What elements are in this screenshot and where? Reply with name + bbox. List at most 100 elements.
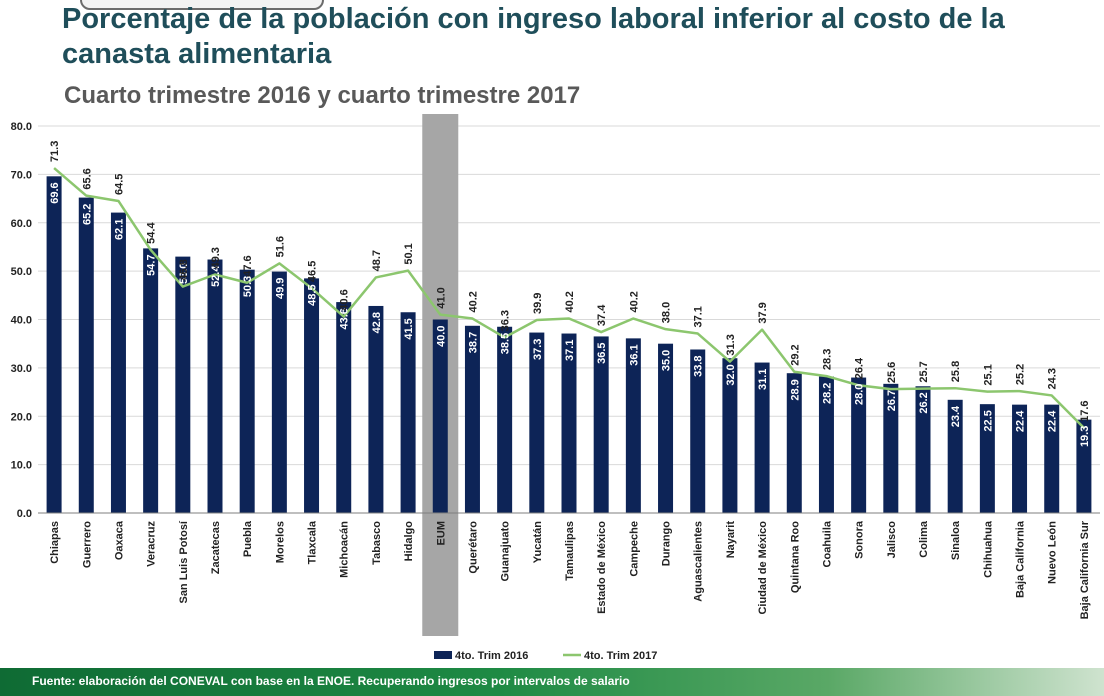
y-tick-label: 10.0 — [11, 460, 32, 472]
line-value-label: 25.6 — [886, 362, 898, 383]
chart-title: Porcentaje de la población con ingreso l… — [62, 3, 1005, 70]
legend: 4to. Trim 2016 4to. Trim 2017 — [434, 650, 657, 662]
line-series — [53, 167, 1085, 429]
axes: 0.0 10.0 20.0 30.0 40.0 50.0 60.0 70.0 80.0 Chiap… — [11, 121, 1100, 619]
legend-label-2016: 4to. Trim 2016 — [455, 650, 528, 662]
bar-Quintana Roo — [786, 373, 802, 513]
line-value-label: 29.2 — [789, 344, 801, 365]
line-value-label: 40.2 — [467, 291, 479, 312]
bar-Durango — [658, 343, 674, 513]
bar-Sinaloa — [947, 399, 963, 513]
bar-value-label: 26.7 — [886, 390, 898, 411]
x-tick-label: Chihuahua — [982, 520, 994, 578]
x-tick-label: Jalisco — [886, 521, 898, 559]
line-value-label: 64.5 — [113, 174, 125, 195]
line-value-label: 17.6 — [1079, 400, 1091, 421]
x-tick-label: Zacatecas — [210, 521, 222, 574]
line-value-label: 25.7 — [918, 361, 930, 382]
bar-value-label: 35.0 — [661, 350, 673, 371]
bar-Chihuahua — [979, 404, 995, 513]
x-tick-label: Oaxaca — [113, 520, 125, 560]
bar-Estado de México — [593, 336, 609, 513]
x-tick-label: Puebla — [242, 520, 254, 557]
bar-value-label: 19.3 — [1079, 426, 1091, 447]
bar-Chiapas — [46, 176, 62, 513]
bar-Baja California — [1012, 404, 1028, 513]
x-tick-label: Estado de México — [596, 521, 608, 614]
line-value-label: 51.6 — [274, 236, 286, 257]
line-value-label: 50.1 — [403, 243, 415, 264]
bar-value-label: 32.0 — [725, 364, 737, 385]
bar-Tamaulipas — [561, 333, 577, 513]
legend-label-2017: 4to. Trim 2017 — [584, 650, 657, 662]
x-tick-label: Sinaloa — [950, 520, 962, 560]
bar-Michoacán — [336, 302, 352, 513]
bar-value-label: 41.5 — [403, 318, 415, 339]
y-tick-label: 40.0 — [11, 315, 32, 327]
line-2017 — [53, 167, 1085, 429]
x-tick-label: Baja California — [1015, 520, 1027, 598]
bar-Baja California Sur — [1076, 419, 1092, 513]
y-tick-label: 60.0 — [11, 218, 32, 230]
bar-value-label: 65.2 — [81, 204, 93, 225]
bar-Nayarit — [722, 358, 738, 513]
bar-series — [46, 176, 1092, 514]
bar-Tabasco — [368, 305, 384, 513]
bar-Colima — [915, 386, 931, 513]
bar-Oaxaca — [110, 212, 126, 513]
bar-value-label: 53.0 — [178, 263, 190, 284]
x-tick-label: Ciudad de México — [757, 521, 769, 615]
bar-value-label: 48.5 — [307, 284, 319, 305]
x-tick-label: Chiapas — [49, 521, 61, 564]
line-value-label: 40.6 — [339, 289, 351, 310]
source-note: Fuente: elaboración del CONEVAL con base… — [32, 674, 630, 688]
line-value-label: 41.0 — [435, 287, 447, 308]
bar-Hidalgo — [400, 312, 416, 513]
line-value-label: 37.1 — [693, 306, 705, 327]
bar-Sonora — [851, 377, 867, 513]
bar-value-label: 40.0 — [435, 326, 447, 347]
x-tick-label: Morelos — [274, 521, 286, 563]
x-tick-label: Quintana Roo — [789, 521, 801, 593]
bar-value-label: 52.4 — [210, 265, 222, 287]
x-tick-label: Baja California Sur — [1079, 520, 1091, 619]
x-tick-label: Tabasco — [371, 521, 383, 565]
bar-value-label: 37.1 — [564, 340, 576, 361]
bar-Tlaxcala — [304, 278, 320, 513]
line-value-label: 39.9 — [532, 293, 544, 314]
bar-value-label: 33.8 — [693, 355, 705, 376]
bar-Querétaro — [464, 325, 480, 513]
line-value-label: 28.3 — [821, 349, 833, 370]
x-tick-label: Campeche — [628, 521, 640, 577]
bar-value-label: 38.7 — [467, 332, 479, 353]
line-value-label: 47.6 — [242, 255, 254, 276]
bar-value-label: 22.4 — [1047, 410, 1059, 432]
bar-Nuevo León — [1044, 404, 1060, 513]
x-tick-label: Aguascalientes — [693, 521, 705, 602]
bar-EUM — [432, 319, 448, 513]
x-tick-label: Sonora — [854, 520, 866, 559]
bar-value-label: 37.3 — [532, 339, 544, 360]
line-value-label: 25.2 — [1015, 364, 1027, 385]
bar-value-label: 62.1 — [113, 219, 125, 240]
bar-Zacatecas — [207, 259, 223, 513]
line-value-label: 65.6 — [81, 168, 93, 189]
bar-Campeche — [625, 338, 641, 513]
x-tick-label: Michoacán — [339, 521, 351, 578]
bar-value-label: 23.4 — [950, 405, 962, 427]
y-tick-label: 50.0 — [11, 266, 32, 278]
x-tick-label: Tlaxcala — [307, 520, 319, 564]
y-tick-label: 80.0 — [11, 121, 32, 133]
y-tick-label: 70.0 — [11, 169, 32, 181]
bar-value-label: 22.4 — [1015, 410, 1027, 432]
x-tick-label: Hidalgo — [403, 521, 415, 562]
x-tick-label: San Luis Potosí — [178, 520, 190, 603]
x-tick-label: Colima — [918, 520, 930, 558]
bar-Guanajuato — [497, 326, 513, 513]
footer-bar: Fuente: elaboración del CONEVAL con base… — [0, 668, 1104, 696]
bar-Ciudad de México — [754, 362, 770, 513]
bar-value-label: 38.5 — [500, 333, 512, 354]
line-value-label: 26.4 — [854, 357, 866, 379]
chart: 69.6 65.2 62.1 54.7 53.0 52.4 50.3 49.9 48.5 43.6… — [11, 114, 1100, 662]
line-value-label: 25.1 — [982, 364, 994, 385]
